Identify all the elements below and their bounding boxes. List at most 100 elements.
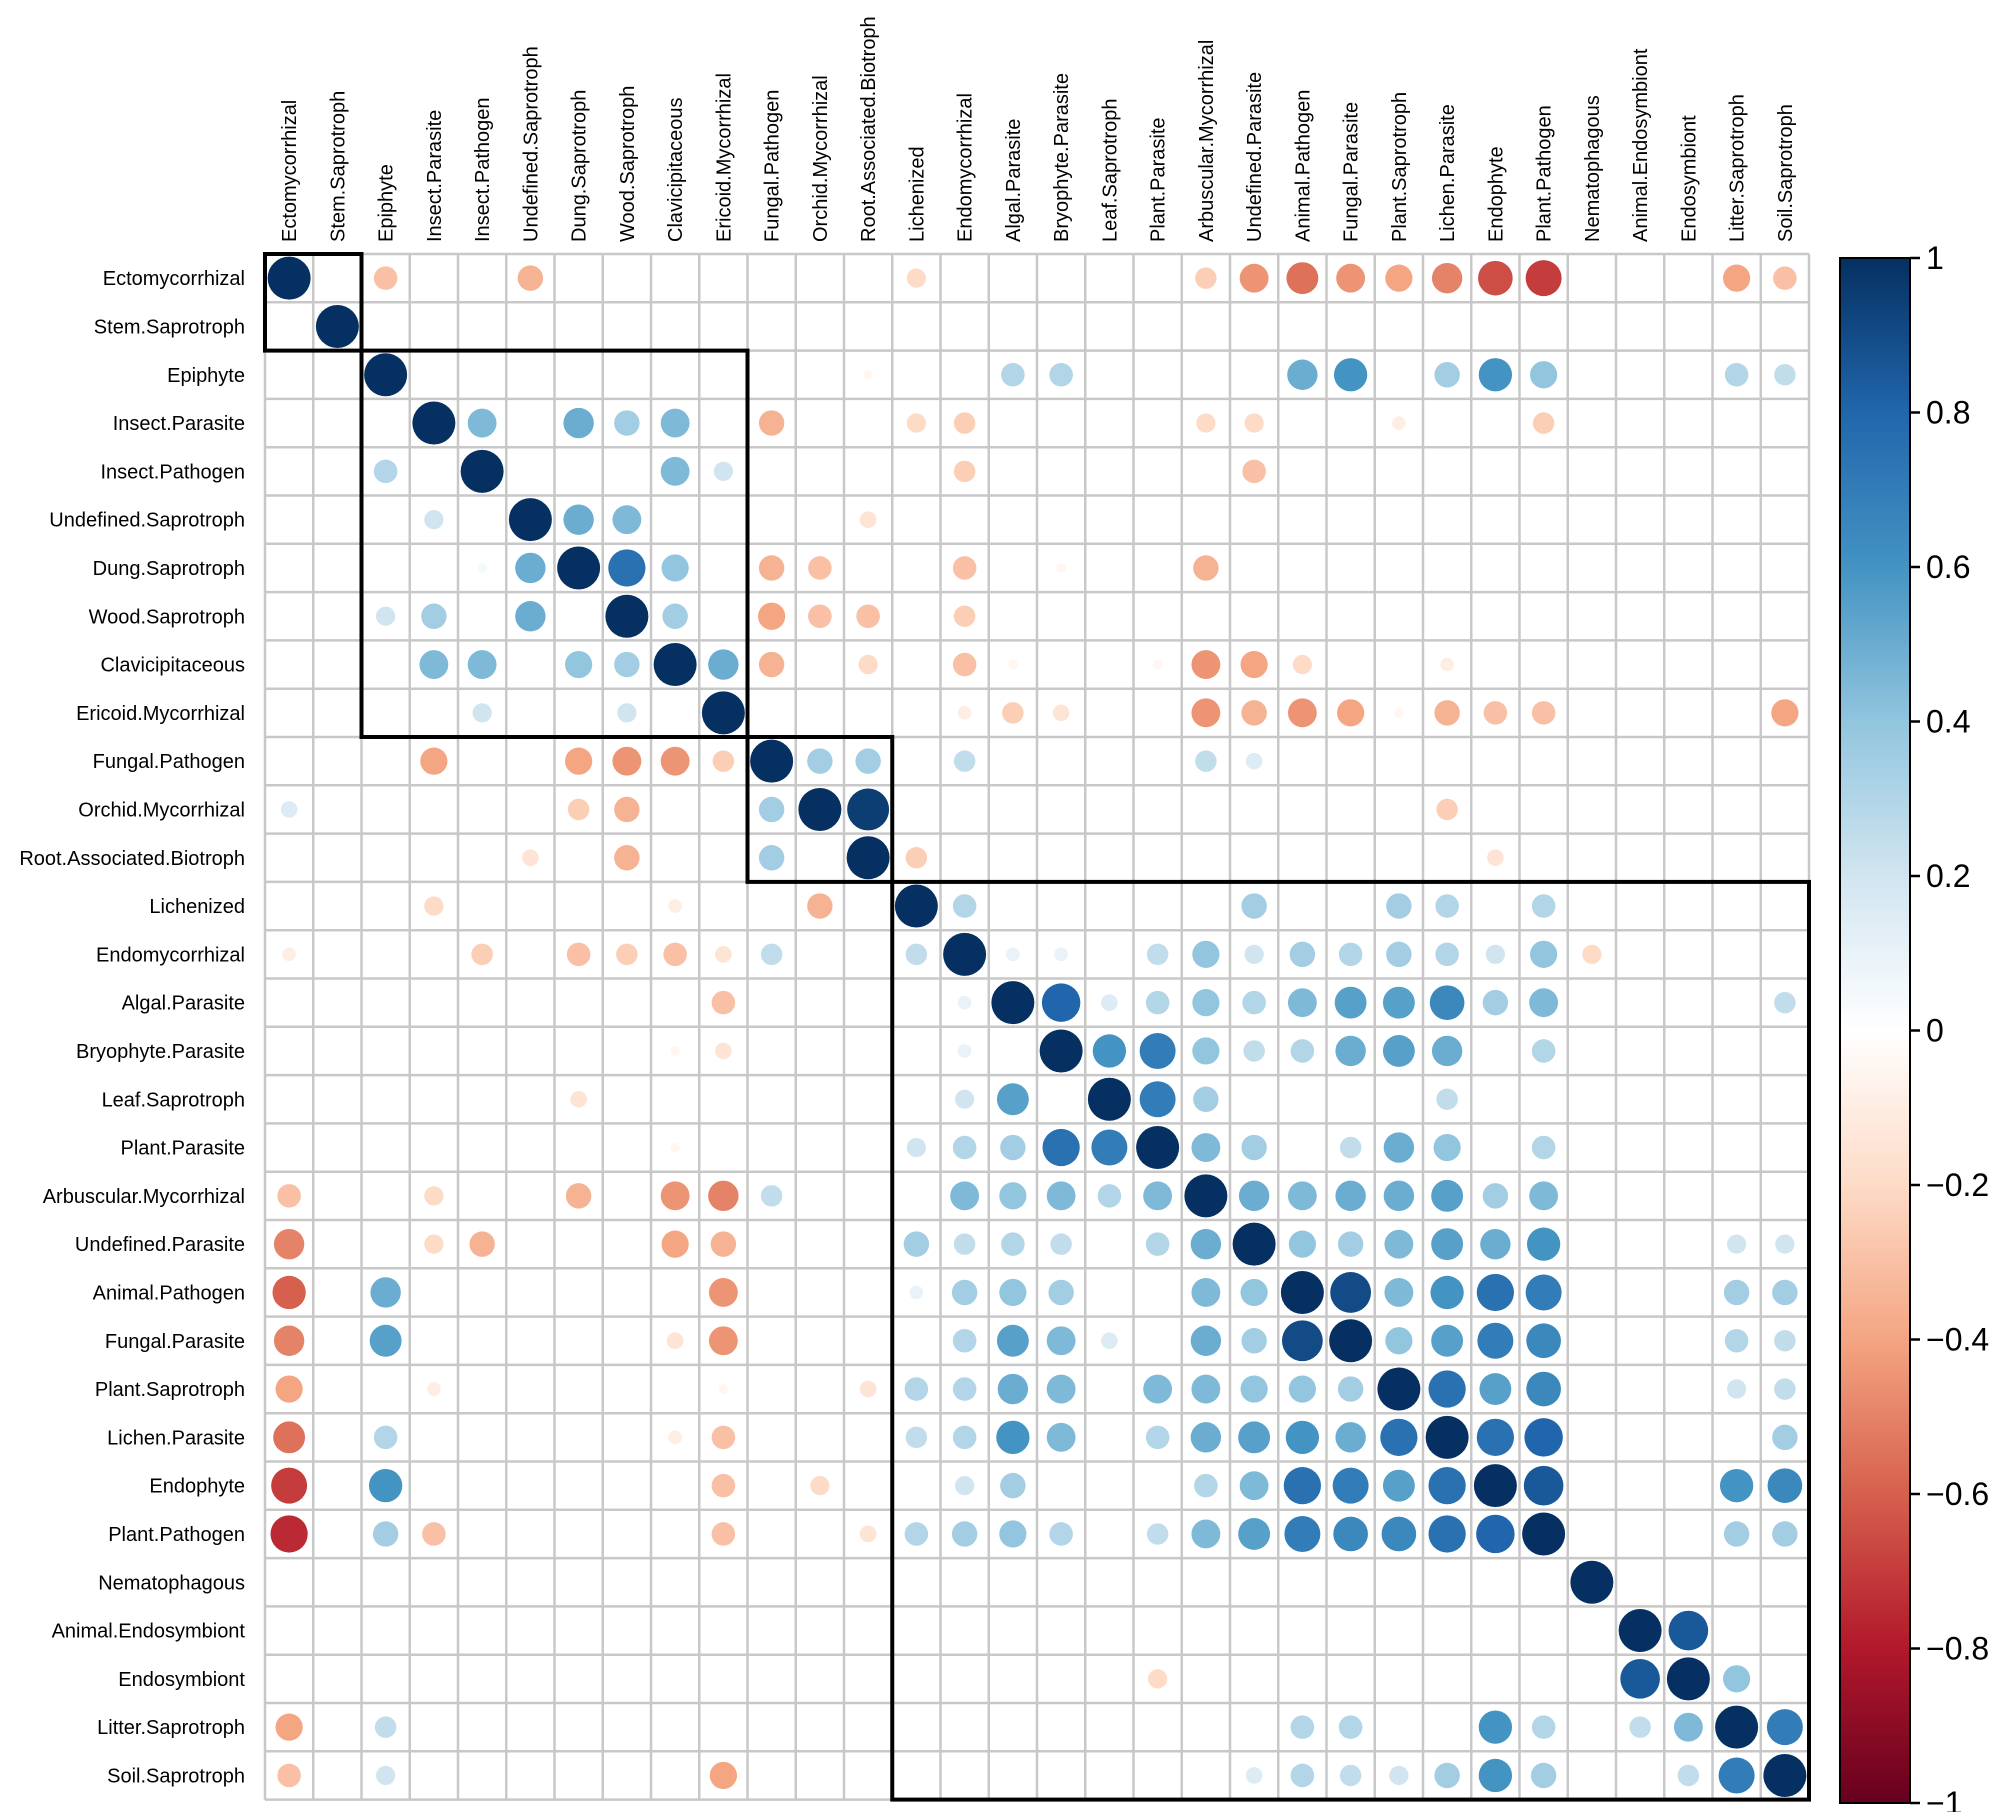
correlation-circle xyxy=(1383,1180,1415,1212)
correlation-circle xyxy=(1772,1424,1798,1451)
column-label: Dung.Saprotroph xyxy=(569,90,591,242)
correlation-circle xyxy=(272,1275,306,1310)
correlation-circle xyxy=(1145,990,1170,1015)
correlation-circle xyxy=(1091,1129,1128,1166)
correlation-circle xyxy=(855,748,881,774)
row-label: Insect.Parasite xyxy=(113,413,245,435)
column-label: Stem.Saprotroph xyxy=(327,91,349,242)
correlation-circle xyxy=(1531,1039,1556,1063)
row-label: Dung.Saprotroph xyxy=(93,558,245,580)
row-labels: Ectomycorrhizal Stem.Saprotroph Epiphyte In… xyxy=(19,268,245,1787)
correlation-circle xyxy=(1618,1609,1662,1653)
column-label: Fungal.Pathogen xyxy=(762,90,784,242)
correlation-circle xyxy=(807,893,833,919)
correlation-circle xyxy=(1531,701,1556,725)
correlation-circle xyxy=(952,652,977,677)
cluster-box xyxy=(890,879,1811,1802)
correlation-circle xyxy=(1006,947,1020,962)
correlation-circle xyxy=(1382,986,1415,1019)
correlation-circle xyxy=(1192,989,1220,1017)
correlation-circle xyxy=(614,845,640,871)
correlation-circle xyxy=(1046,1326,1076,1356)
correlation-circle xyxy=(709,1761,737,1790)
correlation-circle xyxy=(1384,1278,1414,1307)
correlation-circle xyxy=(653,643,697,687)
correlation-circle xyxy=(1092,1034,1127,1068)
correlation-circle xyxy=(376,606,396,626)
row-label: Plant.Pathogen xyxy=(108,1524,245,1546)
correlation-circle xyxy=(708,1180,739,1212)
colorbar-ticks: 1 0.8 0.6 0.4 0.2 0 −0.2 −0.4 −0.6 −0.8 −1 xyxy=(1910,240,1989,1812)
correlation-circle xyxy=(373,459,398,484)
correlation-circle xyxy=(1241,700,1267,726)
correlation-circle xyxy=(1434,362,1460,388)
correlation-circle xyxy=(905,943,928,966)
correlation-circle xyxy=(614,651,640,678)
correlation-circle xyxy=(369,1324,402,1357)
column-label: Ectomycorrhizal xyxy=(279,100,301,242)
correlation-circle xyxy=(1145,1232,1170,1256)
correlation-circle xyxy=(270,1515,308,1553)
correlation-circle xyxy=(1101,994,1118,1011)
correlation-circle xyxy=(1184,1174,1228,1218)
correlation-circle xyxy=(858,654,878,675)
colorbar-tick-label: 1 xyxy=(1926,240,1944,276)
colorbar-tick-label: 0.4 xyxy=(1926,704,1970,740)
correlation-circle xyxy=(1290,1039,1315,1063)
correlation-circle xyxy=(1433,1133,1461,1162)
correlation-circle xyxy=(1477,1322,1514,1359)
row-label: Animal.Pathogen xyxy=(93,1282,245,1304)
correlation-circle xyxy=(1244,413,1264,433)
correlation-circle xyxy=(1190,1422,1222,1453)
correlation-circle xyxy=(373,1425,398,1450)
correlation-circle xyxy=(275,1713,303,1741)
correlation-circle xyxy=(1292,654,1312,675)
correlation-circle xyxy=(758,796,785,823)
correlation-circle xyxy=(614,410,640,436)
correlation-circle xyxy=(1482,989,1509,1016)
correlation-circle xyxy=(711,1473,736,1498)
correlation-circles xyxy=(267,256,1807,1797)
correlation-circle xyxy=(1290,1763,1315,1788)
correlation-circle xyxy=(1280,1270,1324,1314)
correlation-circle xyxy=(1523,1465,1564,1506)
correlation-circle xyxy=(1529,1181,1559,1211)
correlation-circle xyxy=(1056,563,1066,573)
correlation-circle xyxy=(1677,1764,1700,1787)
correlation-circle xyxy=(1478,1758,1513,1793)
row-label: Ericoid.Mycorrhizal xyxy=(76,703,245,725)
correlation-circle xyxy=(1242,459,1266,484)
correlation-circle xyxy=(1054,947,1068,962)
correlation-circle xyxy=(1629,1716,1651,1738)
correlation-circle xyxy=(661,1230,689,1258)
correlation-circle xyxy=(1478,358,1513,392)
correlation-circle xyxy=(1381,1516,1417,1552)
correlation-circle xyxy=(1190,1325,1222,1356)
correlation-circle xyxy=(999,1520,1027,1548)
correlation-circle xyxy=(467,408,497,438)
correlation-circle xyxy=(1191,1278,1221,1307)
cluster-box xyxy=(263,252,364,353)
correlation-circle xyxy=(617,703,637,723)
correlation-circle xyxy=(859,1380,877,1398)
correlation-circle xyxy=(1431,1324,1464,1357)
correlation-circle xyxy=(1434,700,1460,726)
correlation-circle xyxy=(1335,1035,1366,1067)
row-label: Leaf.Saprotroph xyxy=(102,1089,245,1111)
correlation-circle xyxy=(1238,1180,1270,1212)
correlation-circle xyxy=(952,894,977,918)
correlation-circle xyxy=(1052,704,1070,722)
correlation-circle xyxy=(467,650,497,679)
correlation-circle xyxy=(701,691,745,735)
correlation-circle xyxy=(1191,698,1221,728)
correlation-circle xyxy=(616,943,638,966)
correlation-circle xyxy=(1394,708,1404,718)
correlation-circle xyxy=(957,706,972,720)
column-label: Ericoid.Mycorrhizal xyxy=(713,73,735,242)
correlation-circle xyxy=(670,1142,680,1153)
column-label: Endophyte xyxy=(1485,146,1507,242)
column-label: Nematophagous xyxy=(1582,95,1604,242)
correlation-circle xyxy=(951,1279,978,1306)
correlation-circle xyxy=(1049,362,1073,387)
correlation-circle xyxy=(557,546,601,590)
